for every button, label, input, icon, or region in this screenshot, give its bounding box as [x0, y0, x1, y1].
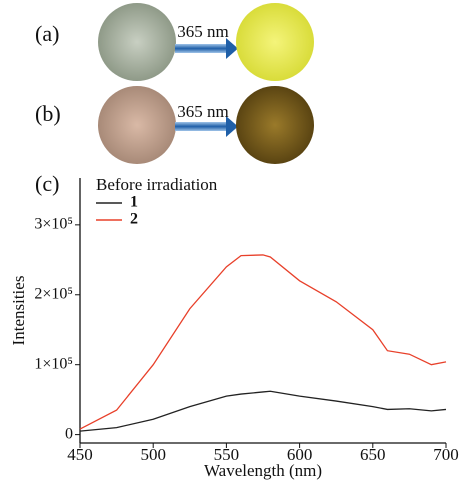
sample-photo — [98, 3, 176, 81]
sample-photo — [98, 86, 176, 164]
y-tick-label: 3×10⁵ — [34, 216, 73, 233]
panel-label: (a) — [35, 21, 59, 46]
legend-label: 1 — [130, 194, 138, 211]
y-tick-label: 0 — [65, 425, 73, 442]
line-series — [80, 255, 446, 429]
x-axis-label: Wavelength (nm) — [204, 461, 322, 480]
arrow — [175, 44, 227, 53]
arrow-label: 365 nm — [177, 22, 228, 41]
legend-label: 2 — [130, 211, 138, 228]
panel-label: (b) — [35, 101, 61, 126]
x-tick-label: 650 — [360, 445, 386, 464]
panel-label: (c) — [35, 171, 59, 196]
figure: (a) 365 nm (b) 365 nm (c) 0 1×10⁵ 2×10⁵ 3×1… — [0, 0, 465, 480]
y-axis-label: Intensities — [9, 276, 28, 346]
arrow — [175, 122, 227, 131]
y-tick-label: 1×10⁵ — [34, 355, 73, 372]
x-tick-label: 450 — [67, 445, 93, 464]
y-tick-label: 2×10⁵ — [34, 285, 73, 302]
arrow-label: 365 nm — [177, 102, 228, 121]
x-tick-label: 500 — [140, 445, 166, 464]
sample-photo — [236, 86, 314, 164]
sample-photo — [236, 3, 314, 81]
line-series — [80, 391, 446, 431]
x-tick-label: 700 — [433, 445, 459, 464]
legend-title: Before irradiation — [96, 175, 218, 194]
